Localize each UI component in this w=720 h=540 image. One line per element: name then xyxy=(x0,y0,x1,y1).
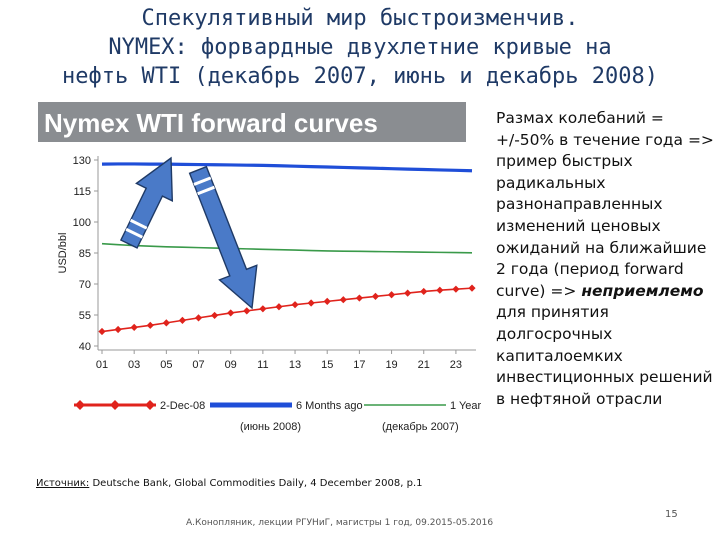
page-number: 15 xyxy=(665,509,678,520)
y-axis-label: USD/bbl xyxy=(57,233,69,274)
x-tick-label: 13 xyxy=(289,359,301,371)
chart-legend: 2-Dec-08 6 Months ago 1 Year ago xyxy=(74,400,503,412)
series-line xyxy=(101,287,473,333)
x-tick-label: 19 xyxy=(385,359,397,371)
data-point xyxy=(130,323,138,331)
commentary-emphasis: неприемлемо xyxy=(581,281,704,300)
forward-curves-chart: Nymex WTI forward curves USD/bbl 40 55 70 8… xyxy=(38,102,503,433)
y-tick-label: 115 xyxy=(73,186,91,198)
commentary-part-2: для принятия долгосрочных капиталоемких … xyxy=(496,303,713,408)
arrow-stripe xyxy=(197,185,215,196)
data-point xyxy=(162,319,170,327)
source-label: Источник: xyxy=(36,478,90,489)
x-tick-label: 07 xyxy=(192,359,204,371)
data-point xyxy=(452,285,460,293)
arrow-down-to-december-2008 xyxy=(188,165,258,310)
data-point xyxy=(259,305,267,313)
data-point xyxy=(275,303,283,311)
legend-marker xyxy=(145,400,155,410)
x-tick-label: 05 xyxy=(160,359,172,371)
x-tick-label: 17 xyxy=(353,359,365,371)
footer-text: А.Конопляник, лекции РГУНиГ, магистры 1 … xyxy=(186,518,494,528)
y-tick-label: 70 xyxy=(79,279,91,291)
y-tick-label: 130 xyxy=(73,155,91,167)
title-line-2: NYMEX: форвардные двухлетние кривые на xyxy=(108,35,612,60)
data-point xyxy=(114,325,122,334)
x-tick-label: 23 xyxy=(450,359,462,371)
chart-title: Nymex WTI forward curves xyxy=(44,108,378,138)
data-point xyxy=(243,307,251,315)
chart-axes: 40 55 70 85 100 115 130 01 03 05 07 09 11 13 15 17 19 21 2… xyxy=(73,155,476,371)
data-point xyxy=(420,287,428,296)
x-tick-label: 15 xyxy=(321,359,333,371)
data-point xyxy=(307,299,315,307)
slide-title: Спекулятивный мир быстроизменчив. NYMEX:… xyxy=(0,4,720,91)
data-point xyxy=(211,311,219,320)
arrow-stripe xyxy=(125,227,144,239)
data-point xyxy=(371,292,380,300)
data-point xyxy=(387,291,396,299)
title-line-1: Спекулятивный мир быстроизменчив. xyxy=(141,6,579,31)
commentary-text: Размах колебаний = +/-50% в течение года… xyxy=(496,108,716,410)
legend-marker xyxy=(110,400,120,410)
x-tick-label: 01 xyxy=(96,359,108,371)
data-point xyxy=(355,294,363,302)
data-point xyxy=(436,286,444,294)
legend-label: 2-Dec-08 xyxy=(160,400,205,412)
data-point xyxy=(323,297,331,305)
x-tick-label: 03 xyxy=(128,359,140,371)
annotation-december-2007: (декабрь 2007) xyxy=(382,421,459,433)
commentary-part-1: Размах колебаний = +/-50% в течение года… xyxy=(496,109,714,300)
x-tick-label: 11 xyxy=(257,359,268,371)
data-point xyxy=(339,296,347,304)
data-point xyxy=(291,301,299,309)
arrow-stripe xyxy=(193,176,212,186)
y-tick-label: 40 xyxy=(79,341,91,353)
legend-marker xyxy=(75,400,85,410)
x-tick-label: 09 xyxy=(225,359,237,371)
y-tick-label: 100 xyxy=(73,217,91,229)
annotation-june-2008: (июнь 2008) xyxy=(240,421,301,433)
chart-header-bar xyxy=(38,102,466,142)
source-note: Источник: Deutsche Bank, Global Commodit… xyxy=(36,478,423,489)
series-line xyxy=(101,242,473,254)
y-tick-label: 55 xyxy=(79,310,91,322)
legend-label: 1 Year ago xyxy=(450,400,482,412)
legend-label: 6 Months ago xyxy=(296,400,363,412)
data-point xyxy=(146,321,154,329)
title-line-3: нефть WTI (декабрь 2007, июнь и декабрь … xyxy=(61,64,659,89)
annotation-arrows xyxy=(119,156,258,310)
source-text: Deutsche Bank, Global Commodities Daily,… xyxy=(89,478,423,489)
y-tick-label: 85 xyxy=(79,248,91,260)
data-point xyxy=(194,314,203,322)
data-point xyxy=(227,309,235,317)
data-point xyxy=(98,327,106,336)
arrow-stripe xyxy=(129,218,148,230)
arrow-up-to-june-2008 xyxy=(119,156,174,249)
x-tick-label: 21 xyxy=(418,359,430,371)
data-point xyxy=(468,284,476,292)
data-point xyxy=(404,289,412,297)
data-point xyxy=(178,316,187,324)
chart-panel: Nymex WTI forward curves USD/bbl 40 55 70 8… xyxy=(34,98,503,446)
